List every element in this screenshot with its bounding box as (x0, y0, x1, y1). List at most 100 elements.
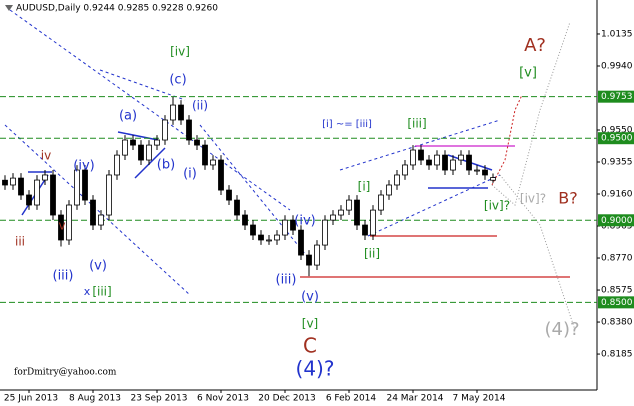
candle-body (474, 169, 480, 172)
wave-label: (v) (301, 290, 319, 305)
candle-body (418, 149, 424, 161)
wave-label: (4)? (544, 319, 579, 340)
candle-body (226, 189, 232, 201)
candle-body (186, 119, 192, 141)
wave-label: (a) (119, 109, 137, 124)
candle-body (394, 174, 400, 186)
candle-body (194, 139, 200, 146)
candle-body (306, 254, 312, 266)
x-tick-label: 23 Sep 2013 (130, 394, 187, 404)
candle-body (58, 214, 64, 241)
wave-label: (iii) (53, 269, 74, 284)
candle-body (42, 174, 48, 181)
y-tick-label: 1.0135 (601, 29, 633, 39)
candle-body (122, 139, 128, 156)
wave-label: [v] (302, 317, 318, 331)
candle-body (410, 149, 416, 166)
candle-body (458, 154, 464, 161)
candle-body (282, 219, 288, 236)
candle-body (442, 154, 448, 171)
candle-body (482, 169, 488, 176)
candle-body (82, 169, 88, 201)
candle-body (154, 139, 160, 146)
wave-label: iv (41, 149, 51, 163)
wave-label: (iii) (276, 273, 297, 288)
candle-body (450, 159, 456, 171)
wave-label: B? (558, 189, 577, 208)
wave-label: [v] (519, 66, 537, 81)
wave-label: [ii] (364, 247, 380, 261)
wave-label: C (303, 334, 317, 358)
candle-body (426, 159, 432, 166)
candle-body (178, 104, 184, 121)
candle-body (66, 204, 72, 241)
candle-body (2, 179, 8, 186)
wave-label: [iii] (92, 285, 111, 299)
candle-body (338, 209, 344, 216)
y-tick-label: 0.9355 (601, 158, 633, 168)
level-label: 0.9753 (601, 92, 633, 102)
candle-body (162, 119, 168, 141)
level-label: 0.9000 (601, 216, 633, 226)
candle-body (130, 139, 136, 146)
y-tick-label: 0.9940 (601, 61, 633, 71)
candle-body (50, 174, 56, 216)
candle-body (370, 209, 376, 236)
level-label-box (598, 90, 634, 103)
level-label-box (598, 296, 634, 309)
candle-body (274, 234, 280, 241)
candle-body (346, 199, 352, 211)
y-tick-label: 0.8575 (601, 286, 633, 296)
y-tick-label: 0.8185 (601, 350, 633, 360)
level-label: 0.8500 (601, 298, 633, 308)
x-tick-label: 6 Feb 2014 (326, 394, 377, 404)
y-tick-label: 0.9160 (601, 190, 633, 200)
candle-body (242, 214, 248, 226)
wave-label: [iv] (170, 45, 190, 59)
wave-label: x (84, 285, 91, 298)
wave-label: (iv) (294, 214, 315, 229)
x-tick-label: 6 Nov 2013 (197, 394, 249, 404)
y-tick-label: 0.8380 (601, 318, 633, 328)
candle-body (354, 199, 360, 226)
level-label: 0.9500 (601, 134, 633, 144)
x-tick-label: 8 Aug 2013 (69, 394, 121, 404)
wave-label: [iv]? (484, 199, 510, 213)
candle-body (26, 194, 32, 206)
candle-body (202, 144, 208, 166)
wave-label: (b) (157, 158, 175, 173)
candle-body (234, 199, 240, 216)
candle-body (90, 199, 96, 226)
wave-label: [iv]? (520, 192, 546, 206)
candle-body (10, 177, 16, 186)
candle-body (74, 169, 80, 206)
candle-body (106, 174, 112, 216)
wave-label: (i) (183, 167, 197, 182)
chart-header: AUDUSD,Daily 0.9244 0.9285 0.9228 0.9260 (16, 4, 218, 14)
wave-label: (v) (89, 259, 107, 274)
candle-body (378, 194, 384, 211)
candle-body (138, 144, 144, 161)
x-tick-label: 25 Jun 2013 (4, 394, 58, 404)
candle-body (18, 177, 24, 196)
wave-label: (c) (169, 73, 186, 88)
candle-body (362, 224, 368, 236)
candle-body (266, 239, 272, 242)
level-label-box (598, 132, 634, 145)
candle-body (170, 104, 176, 121)
wave-label: (ii) (192, 99, 208, 113)
wave-label: (4)? (296, 357, 335, 381)
wave-label: (iv) (73, 159, 94, 174)
candle-body (386, 184, 392, 196)
candle-body (258, 234, 264, 241)
wave-label: [iii] (407, 117, 426, 131)
candle-body (290, 219, 296, 231)
level-label-box (598, 214, 634, 227)
candle-body (146, 144, 152, 161)
candle-body (434, 154, 440, 166)
wave-label: iii (15, 235, 25, 249)
y-tick-label: 0.8965 (601, 222, 633, 232)
x-tick-label: 24 Mar 2014 (386, 394, 443, 404)
